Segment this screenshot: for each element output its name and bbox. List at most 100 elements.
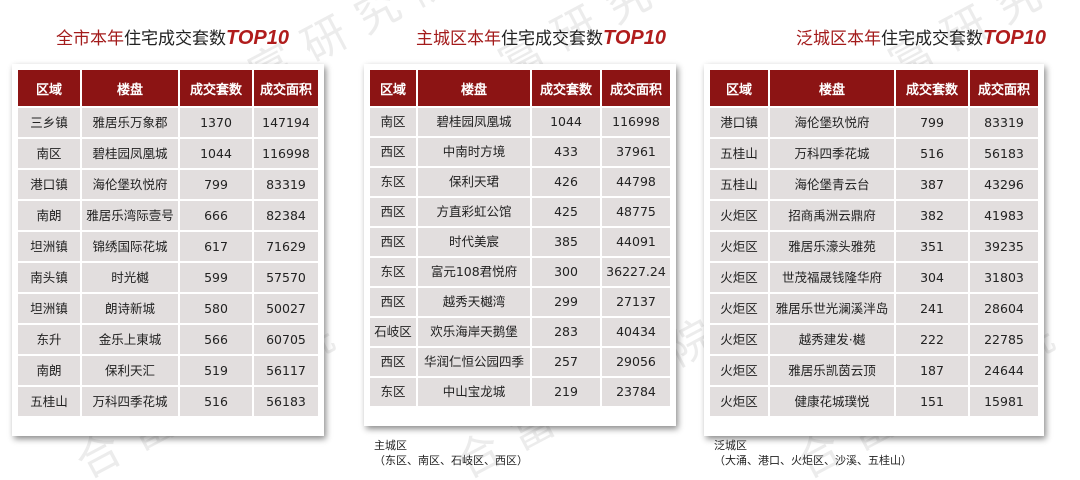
cell-region: 火炬区 bbox=[710, 263, 768, 292]
cell-units: 426 bbox=[532, 168, 600, 196]
table-row: 东区 中山宝龙城 219 23784 bbox=[370, 378, 670, 406]
cell-region: 南朗 bbox=[18, 356, 80, 385]
note-detail: （大涌、港口、火炬区、沙溪、五桂山） bbox=[714, 454, 912, 467]
cell-project: 万科四季花城 bbox=[770, 139, 894, 168]
cell-project: 越秀天樾湾 bbox=[418, 288, 530, 316]
table-row: 火炬区 健康花城璞悦 151 15981 bbox=[710, 387, 1038, 416]
cell-project: 中山宝龙城 bbox=[418, 378, 530, 406]
cell-region: 港口镇 bbox=[710, 108, 768, 137]
header-project: 楼盘 bbox=[418, 70, 530, 106]
table-row: 火炬区 招商禹洲云鼎府 382 41983 bbox=[710, 201, 1038, 230]
cell-units: 387 bbox=[896, 170, 968, 199]
table-row: 五桂山 万科四季花城 516 56183 bbox=[710, 139, 1038, 168]
cell-region: 火炬区 bbox=[710, 201, 768, 230]
cell-area: 39235 bbox=[970, 232, 1038, 261]
cell-project: 时代美宸 bbox=[418, 228, 530, 256]
cell-region: 火炬区 bbox=[710, 325, 768, 354]
panel-title: 主城区本年住宅成交套数TOP10 bbox=[416, 24, 666, 50]
header-units: 成交套数 bbox=[532, 70, 600, 106]
cell-project: 华润仁恒公园四季 bbox=[418, 348, 530, 376]
cell-units: 519 bbox=[180, 356, 252, 385]
cell-project: 朗诗新城 bbox=[82, 294, 178, 323]
cell-units: 1044 bbox=[532, 108, 600, 136]
table-row: 坦洲镇 锦绣国际花城 617 71629 bbox=[18, 232, 318, 261]
cell-units: 241 bbox=[896, 294, 968, 323]
table-row: 坦洲镇 朗诗新城 580 50027 bbox=[18, 294, 318, 323]
table-row: 西区 时代美宸 385 44091 bbox=[370, 228, 670, 256]
header-units: 成交套数 bbox=[180, 70, 252, 106]
cell-units: 617 bbox=[180, 232, 252, 261]
cell-region: 坦洲镇 bbox=[18, 232, 80, 261]
cell-units: 222 bbox=[896, 325, 968, 354]
cell-area: 83319 bbox=[254, 170, 318, 199]
cell-region: 火炬区 bbox=[710, 232, 768, 261]
cell-area: 44091 bbox=[602, 228, 670, 256]
cell-area: 15981 bbox=[970, 387, 1038, 416]
table-row: 西区 华润仁恒公园四季 257 29056 bbox=[370, 348, 670, 376]
cell-area: 37961 bbox=[602, 138, 670, 166]
cell-units: 580 bbox=[180, 294, 252, 323]
header-region: 区域 bbox=[18, 70, 80, 106]
cell-units: 566 bbox=[180, 325, 252, 354]
district-note: 泛城区 （大涌、港口、火炬区、沙溪、五桂山） bbox=[714, 438, 912, 468]
header-region: 区域 bbox=[710, 70, 768, 106]
header-region: 区域 bbox=[370, 70, 416, 106]
cell-units: 516 bbox=[896, 139, 968, 168]
table-row: 西区 中南时方境 433 37961 bbox=[370, 138, 670, 166]
cell-area: 60705 bbox=[254, 325, 318, 354]
cell-region: 东升 bbox=[18, 325, 80, 354]
cell-area: 27137 bbox=[602, 288, 670, 316]
table-row: 西区 方直彩虹公馆 425 48775 bbox=[370, 198, 670, 226]
header-area: 成交面积 bbox=[254, 70, 318, 106]
table-row: 港口镇 海伦堡玖悦府 799 83319 bbox=[710, 108, 1038, 137]
cell-project: 越秀建发·樾 bbox=[770, 325, 894, 354]
cell-area: 23784 bbox=[602, 378, 670, 406]
cell-units: 219 bbox=[532, 378, 600, 406]
table-row: 火炬区 越秀建发·樾 222 22785 bbox=[710, 325, 1038, 354]
cell-units: 257 bbox=[532, 348, 600, 376]
cell-region: 火炬区 bbox=[710, 356, 768, 385]
cell-region: 五桂山 bbox=[710, 170, 768, 199]
cell-area: 82384 bbox=[254, 201, 318, 230]
cell-area: 36227.24 bbox=[602, 258, 670, 286]
table-row: 火炬区 世茂福晟钱隆华府 304 31803 bbox=[710, 263, 1038, 292]
cell-units: 299 bbox=[532, 288, 600, 316]
cell-units: 351 bbox=[896, 232, 968, 261]
cell-region: 坦洲镇 bbox=[18, 294, 80, 323]
cell-units: 666 bbox=[180, 201, 252, 230]
ranking-table-card: 区域 楼盘 成交套数 成交面积 南区 碧桂园凤凰城 1044 116998 西区 中南时方… bbox=[364, 64, 676, 426]
cell-units: 799 bbox=[896, 108, 968, 137]
cell-area: 29056 bbox=[602, 348, 670, 376]
cell-region: 火炬区 bbox=[710, 387, 768, 416]
title-top: TOP10 bbox=[603, 27, 666, 49]
district-note: 主城区 （东区、南区、石岐区、西区） bbox=[374, 438, 528, 468]
table-row: 三乡镇 雅居乐万象郡 1370 147194 bbox=[18, 108, 318, 137]
table-row: 南朗 雅居乐湾际壹号 666 82384 bbox=[18, 201, 318, 230]
cell-area: 28604 bbox=[970, 294, 1038, 323]
cell-units: 187 bbox=[896, 356, 968, 385]
cell-region: 西区 bbox=[370, 348, 416, 376]
cell-project: 雅居乐万象郡 bbox=[82, 108, 178, 137]
cell-region: 五桂山 bbox=[710, 139, 768, 168]
table-row: 西区 越秀天樾湾 299 27137 bbox=[370, 288, 670, 316]
cell-units: 304 bbox=[896, 263, 968, 292]
cell-region: 石岐区 bbox=[370, 318, 416, 346]
cell-project: 欢乐海岸天鹅堡 bbox=[418, 318, 530, 346]
table-row: 南朗 保利天汇 519 56117 bbox=[18, 356, 318, 385]
title-suffix: 住宅成交套数 bbox=[501, 29, 603, 49]
title-mid: 本年 bbox=[467, 29, 501, 49]
cell-area: 40434 bbox=[602, 318, 670, 346]
cell-project: 金乐上東城 bbox=[82, 325, 178, 354]
table-body: 三乡镇 雅居乐万象郡 1370 147194 南区 碧桂园凤凰城 1044 116998 港口镇… bbox=[18, 108, 318, 416]
header-project: 楼盘 bbox=[82, 70, 178, 106]
cell-area: 56117 bbox=[254, 356, 318, 385]
table-row: 火炬区 雅居乐濠头雅苑 351 39235 bbox=[710, 232, 1038, 261]
table-row: 南头镇 时光樾 599 57570 bbox=[18, 263, 318, 292]
cell-area: 43296 bbox=[970, 170, 1038, 199]
cell-units: 283 bbox=[532, 318, 600, 346]
table-header-row: 区域 楼盘 成交套数 成交面积 bbox=[18, 70, 318, 106]
cell-region: 东区 bbox=[370, 378, 416, 406]
cell-project: 锦绣国际花城 bbox=[82, 232, 178, 261]
cell-units: 599 bbox=[180, 263, 252, 292]
